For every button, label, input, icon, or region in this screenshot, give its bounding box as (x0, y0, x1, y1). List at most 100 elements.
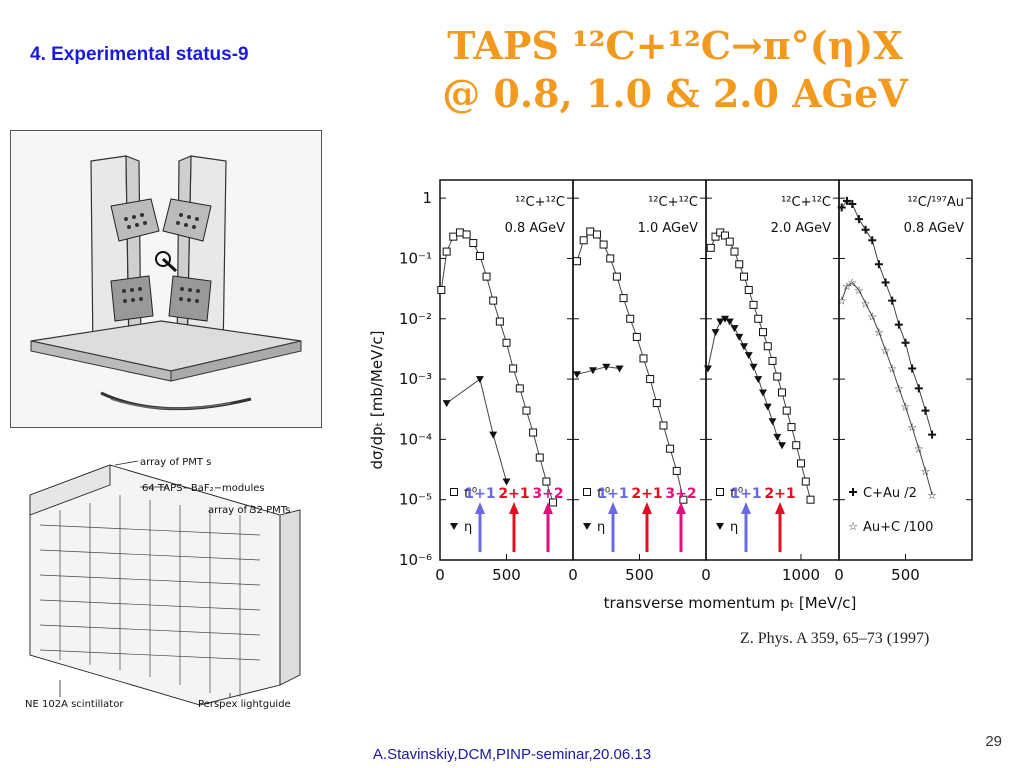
data-point-cross (928, 430, 937, 439)
data-point-star: ☆ (874, 326, 884, 339)
data-point-square (606, 254, 615, 263)
data-point-square (482, 272, 491, 281)
data-point-square (797, 459, 805, 468)
data-point-square (725, 237, 734, 246)
threshold-arrow-label: 1+1 (597, 486, 628, 502)
y-tick-label: 10⁻² (399, 310, 432, 328)
panel-legend: π⁰ η (716, 486, 743, 535)
data-point-square (475, 251, 484, 260)
data-point-square (599, 240, 608, 249)
legend-label-2: η (464, 520, 472, 535)
data-point-triangle (475, 376, 484, 384)
data-point-cross (868, 236, 877, 245)
threshold-arrow-label: 3+2 (665, 486, 696, 502)
data-point-triangle (735, 333, 744, 341)
threshold-arrow-label: 3+2 (532, 486, 563, 502)
citation: Z. Phys. A 359, 65–73 (1997) (740, 630, 930, 647)
label-modules: 64 TAPS−BaF₂−modules (142, 483, 265, 494)
data-point-triangle (730, 325, 739, 333)
legend-symbol-1 (716, 488, 724, 496)
panel-energy-label: 2.0 AGeV (771, 221, 832, 236)
data-point-square (659, 421, 668, 430)
data-point-star: ☆ (861, 297, 871, 310)
threshold-arrow: 3+2 (665, 486, 697, 552)
data-point-square (509, 364, 518, 373)
threshold-arrow-head (775, 502, 785, 514)
data-point-triangle (721, 315, 729, 323)
data-point-square (646, 375, 655, 384)
data-point-square (586, 227, 595, 236)
threshold-arrow-head (475, 502, 485, 514)
data-point-triangle (754, 376, 763, 384)
threshold-arrow-label: 2+1 (764, 486, 795, 502)
pt-spectra-svg: dσ/dpₜ [mb/MeV/c] transverse momentum pₜ… (368, 179, 973, 612)
data-point-triangle (773, 433, 782, 441)
data-point-star: ☆ (894, 382, 904, 395)
data-point-square (759, 328, 767, 337)
threshold-arrow: 1+1 (730, 486, 762, 552)
threshold-arrow-head (741, 502, 751, 514)
x-tick-label: 1000 (782, 566, 820, 584)
threshold-arrow: 1+1 (597, 486, 629, 552)
threshold-arrow: 1+1 (464, 486, 496, 552)
fit-curve (841, 281, 933, 496)
data-point-cross (848, 199, 857, 208)
panel-energy-label: 0.8 AGeV (904, 221, 965, 236)
x-tick-label: 500 (492, 566, 521, 584)
threshold-arrow-head (543, 502, 553, 514)
data-point-square (639, 354, 648, 363)
y-tick-label: 10⁻¹ (399, 249, 432, 267)
data-point-square (666, 444, 675, 453)
legend-symbol-1 (583, 488, 591, 496)
legend-label-2: η (597, 520, 605, 535)
data-point-square (535, 453, 544, 462)
panel-system-label: ¹²C+¹²C (648, 195, 698, 210)
data-point-cross (921, 406, 930, 415)
data-point-triangle (725, 318, 734, 326)
data-point-triangle (716, 318, 725, 326)
threshold-arrow-label: 2+1 (498, 486, 529, 502)
data-point-square (792, 441, 801, 450)
page-number: 29 (985, 733, 1002, 750)
data-point-triangle (768, 418, 777, 426)
y-tick-label: 1 (422, 189, 432, 207)
data-point-triangle (740, 343, 748, 351)
data-point-square (522, 406, 531, 415)
data-point-cross (837, 203, 846, 212)
data-point-square (730, 247, 739, 256)
legend-symbol-2 (716, 523, 724, 530)
y-tick-label: 10⁻⁴ (399, 430, 432, 448)
x-tick-label: 500 (625, 566, 654, 584)
data-point-square (740, 272, 748, 281)
data-point-square (735, 260, 744, 269)
data-point-triangle (572, 371, 581, 379)
data-point-square (572, 257, 581, 266)
data-point-star: ☆ (901, 401, 911, 414)
panel-system-label: ¹²C/¹⁹⁷Au (907, 195, 964, 210)
title-line-2: @ 0.8, 1.0 & 2.0 AGeV (442, 71, 908, 116)
label-scintillator: NE 102A scintillator (25, 699, 124, 710)
data-point-square (612, 272, 621, 281)
data-point-star: ☆ (887, 362, 897, 375)
data-point-square (749, 300, 758, 309)
label-32-pmts: array of 32 PMTs (208, 505, 290, 516)
data-point-cross (908, 364, 917, 373)
panel-legend: π⁰ η (583, 486, 610, 535)
data-point-cross (894, 320, 903, 329)
data-point-square (721, 231, 729, 240)
module-array-drawing: array of PMT s 64 TAPS−BaF₂−modules arra… (25, 457, 301, 710)
data-point-square (773, 372, 782, 381)
x-tick-label: 0 (701, 566, 711, 584)
data-point-square (672, 466, 681, 475)
panel-system-label: ¹²C+¹²C (781, 195, 831, 210)
data-point-square (619, 294, 628, 303)
data-point-square (495, 317, 504, 326)
y-tick-label: 10⁻³ (399, 370, 432, 388)
data-point-cross (854, 215, 863, 224)
data-point-star: ☆ (867, 310, 877, 323)
data-point-triangle (778, 442, 786, 450)
data-point-cross (842, 196, 851, 205)
fit-curve (440, 231, 554, 503)
x-tick-label: 500 (891, 566, 920, 584)
